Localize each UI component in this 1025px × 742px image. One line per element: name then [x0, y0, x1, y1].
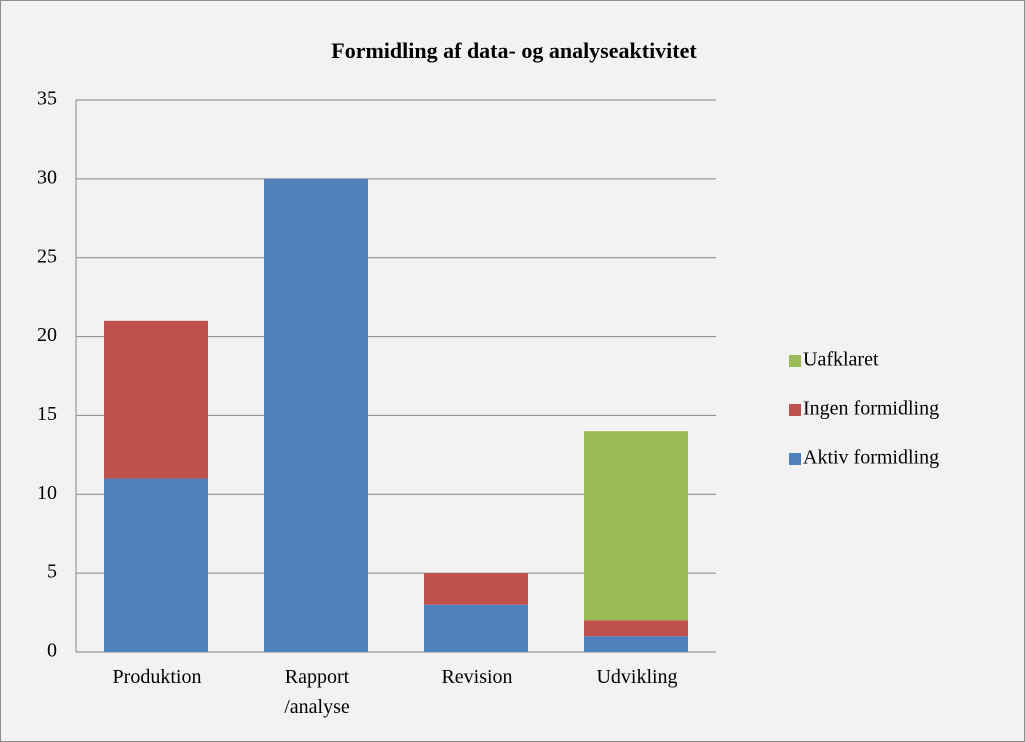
bar-segment: [584, 620, 688, 637]
legend-label: Ingen formidling: [803, 398, 939, 420]
legend-swatch: [789, 404, 801, 416]
y-tick-label: 5: [47, 561, 57, 583]
x-tick-label: Revision: [441, 666, 513, 688]
y-tick-label: 0: [47, 640, 57, 662]
bar-segment: [584, 431, 688, 621]
x-tick-label: Rapport /analyse: [284, 666, 350, 718]
y-tick-label: 25: [37, 245, 57, 267]
bar-segment: [264, 178, 368, 652]
y-tick-label: 30: [37, 166, 57, 188]
chart-title: Formidling af data- og analyseaktivitet: [331, 38, 697, 63]
bar-segment: [584, 636, 688, 652]
bar-segment: [104, 320, 208, 479]
legend-label: Aktiv formidling: [803, 447, 939, 469]
bar-segment: [424, 604, 528, 652]
legend-swatch: [789, 453, 801, 465]
y-tick-label: 35: [37, 88, 57, 110]
x-tick-label: Produktion: [112, 666, 202, 688]
legend-swatch: [789, 355, 801, 367]
bar-segment: [104, 478, 208, 652]
bar-segment: [424, 573, 528, 605]
y-tick-label: 10: [37, 482, 57, 504]
legend-label: Uafklaret: [803, 349, 879, 371]
x-tick-label: Udvikling: [596, 666, 678, 688]
y-tick-label: 20: [37, 324, 57, 346]
y-tick-label: 15: [37, 403, 57, 425]
